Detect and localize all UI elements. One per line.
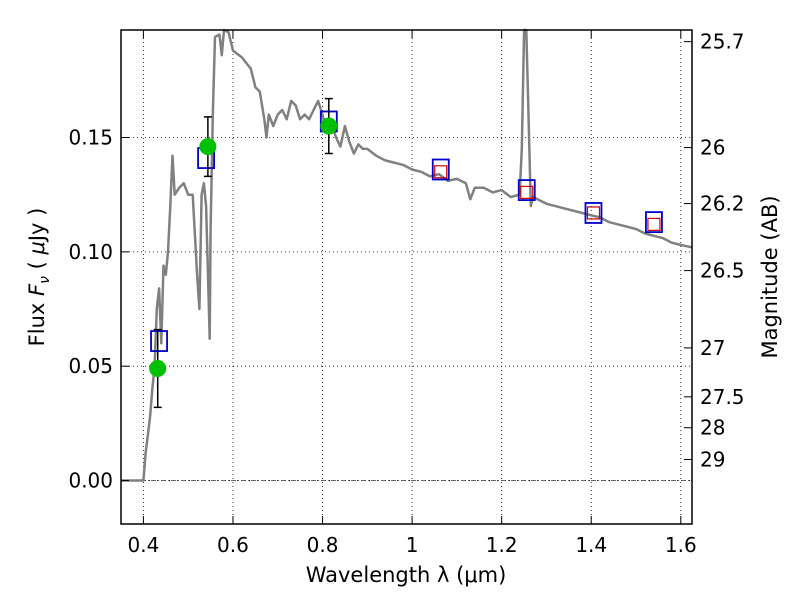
axis-ticks: 0.4 0.6 0.8 1 1.2 1.4 1.6 0.00 0.05 0.10 0.15 25.7 2…: [68, 30, 744, 557]
spectrum-layer: [121, 28, 693, 482]
x-tick-label: 1: [406, 533, 419, 557]
y-tick-label: 0.00: [68, 469, 113, 493]
x-tick-label: 1.6: [665, 533, 697, 557]
model-box: [431, 158, 450, 181]
observed-point: [199, 138, 217, 156]
y2-axis-label: Magnitude (AB): [758, 195, 782, 358]
y-tick-label: 0.05: [68, 354, 113, 378]
y2-tick-label: 28: [700, 416, 725, 440]
grid-lines: [121, 30, 692, 524]
y-axis-label: Flux Fν ( μJy ): [25, 208, 53, 347]
y-label-prefix: Flux: [25, 296, 49, 346]
observed-point: [320, 117, 338, 135]
model-box: [150, 330, 168, 352]
y2-tick-label: 26.2: [700, 192, 745, 216]
y-label-unit: Jy ): [25, 208, 49, 244]
y-label-symbol: F: [25, 283, 49, 296]
model-box: [584, 202, 603, 224]
observed-point: [149, 359, 167, 377]
x-tick-label: 0.4: [127, 533, 159, 557]
synthetic-box: [434, 165, 448, 179]
model-box: [517, 179, 536, 201]
synthetic-box: [647, 217, 661, 231]
x-tick-label: 0.6: [217, 533, 249, 557]
y-tick-label: 0.15: [68, 125, 113, 149]
y2-tick-label: 27: [700, 336, 725, 360]
y2-tick-label: 27.5: [700, 385, 745, 409]
spectrum-line: [121, 28, 693, 482]
synthetic-box: [586, 206, 601, 220]
x-tick-label: 1.2: [486, 533, 518, 557]
x-tick-label: 1.4: [575, 533, 607, 557]
y-label-open-paren: (: [25, 255, 49, 277]
photometry-layer: [149, 97, 663, 409]
plot-frame: [120, 29, 693, 525]
synthetic-box: [520, 185, 534, 199]
model-box: [645, 211, 663, 234]
y2-tick-label: 29: [700, 448, 725, 472]
x-tick-label: 0.8: [307, 533, 339, 557]
y2-tick-label: 26: [700, 136, 725, 160]
y-label-mu: μ: [25, 241, 49, 255]
y-label-subscript: ν: [37, 276, 53, 284]
x-axis-label: Wavelength λ (μm): [306, 563, 507, 587]
y-tick-label: 0.10: [68, 240, 113, 264]
y2-tick-label: 26.5: [700, 259, 745, 283]
y2-tick-label: 25.7: [700, 30, 745, 54]
